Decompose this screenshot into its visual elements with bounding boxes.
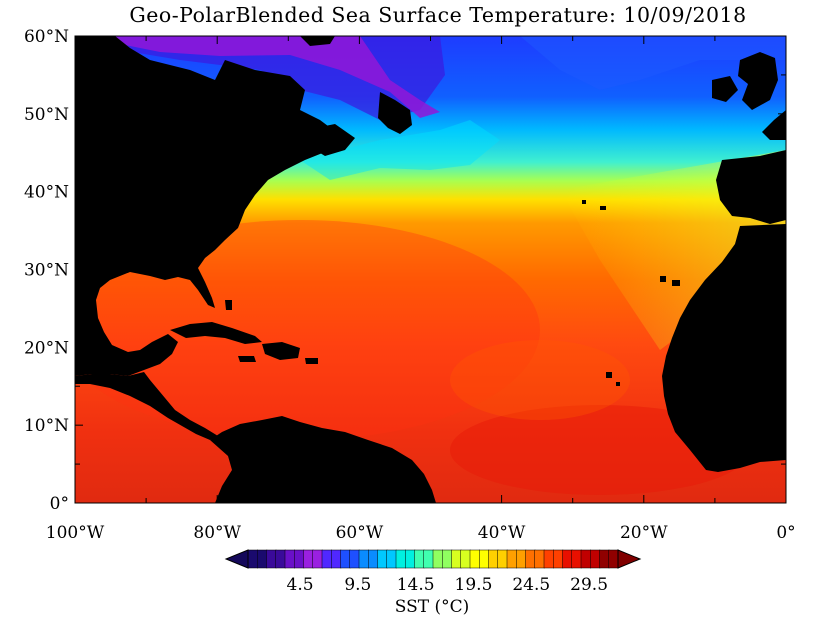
colorbar-cell (590, 549, 601, 569)
colorbar-cell (534, 549, 545, 569)
lat-label: 50°N (24, 105, 69, 125)
colorbar-cell (460, 549, 471, 569)
colorbar-cell (525, 549, 536, 569)
lat-label: 0° (50, 494, 69, 514)
colorbar-cell (451, 549, 462, 569)
lon-label: 40°W (478, 523, 526, 543)
sst-field (75, 36, 786, 503)
colorbar-cell (284, 549, 295, 569)
colorbar-cell (414, 549, 425, 569)
colorbar-cell (247, 549, 258, 569)
colorbar-cell (368, 549, 379, 569)
colorbar-cell (266, 549, 277, 569)
colorbar-cell (405, 549, 416, 569)
colorbar-cell (608, 549, 619, 569)
colorbar-tick-label: 19.5 (455, 575, 493, 595)
colorbar-cell (571, 549, 582, 569)
colorbar-max-arrow (617, 549, 642, 569)
lon-label: 60°W (336, 523, 384, 543)
colorbar-cell (488, 549, 499, 569)
colorbar-cell (506, 549, 517, 569)
colorbar-tick-label: 4.5 (287, 575, 314, 595)
colorbar-cell (303, 549, 314, 569)
colorbar-cell (469, 549, 480, 569)
colorbar-tick-label: 14.5 (397, 575, 435, 595)
colorbar-cell (340, 549, 351, 569)
lat-label: 10°N (24, 416, 69, 436)
colorbar-cell (423, 549, 434, 569)
lat-label: 30°N (24, 261, 69, 281)
lon-label: 20°W (620, 523, 668, 543)
colorbar: 4.5 9.5 14.5 19.5 24.5 29.5 (224, 549, 642, 595)
colorbar-cell (516, 549, 527, 569)
colorbar-cell (553, 549, 564, 569)
lon-label: 0° (776, 523, 795, 543)
colorbar-cell (312, 549, 323, 569)
colorbar-cell (580, 549, 591, 569)
colorbar-cell (562, 549, 573, 569)
lat-label: 20°N (24, 338, 69, 358)
colorbar-cell (432, 549, 443, 569)
colorbar-tick-label: 9.5 (344, 575, 371, 595)
colorbar-cell (442, 549, 453, 569)
colorbar-cell (479, 549, 490, 569)
map-title: Geo-PolarBlended Sea Surface Temperature… (129, 3, 746, 27)
colorbar-cell (497, 549, 508, 569)
colorbar-cell (331, 549, 342, 569)
colorbar-cell (294, 549, 305, 569)
lat-label: 40°N (24, 183, 69, 203)
colorbar-cell (275, 549, 286, 569)
lon-label: 100°W (46, 523, 105, 543)
colorbar-tick-label: 24.5 (512, 575, 550, 595)
colorbar-cell (358, 549, 369, 569)
colorbar-cell (599, 549, 610, 569)
land-masses (75, 36, 786, 503)
colorbar-cell (377, 549, 388, 569)
map-axes: 60°N 50°N 40°N 30°N 20°N 10°N 0° 100°W 80°W 60°W 4… (24, 27, 796, 543)
lon-label: 80°W (193, 523, 241, 543)
colorbar-cell (386, 549, 397, 569)
colorbar-min-arrow (224, 549, 249, 569)
colorbar-cell (395, 549, 406, 569)
colorbar-tick-label: 29.5 (570, 575, 608, 595)
colorbar-cell (321, 549, 332, 569)
colorbar-label: SST (°C) (395, 597, 470, 617)
colorbar-cell (349, 549, 360, 569)
colorbar-cell (257, 549, 268, 569)
colorbar-cell (543, 549, 554, 569)
lat-label: 60°N (24, 27, 69, 47)
